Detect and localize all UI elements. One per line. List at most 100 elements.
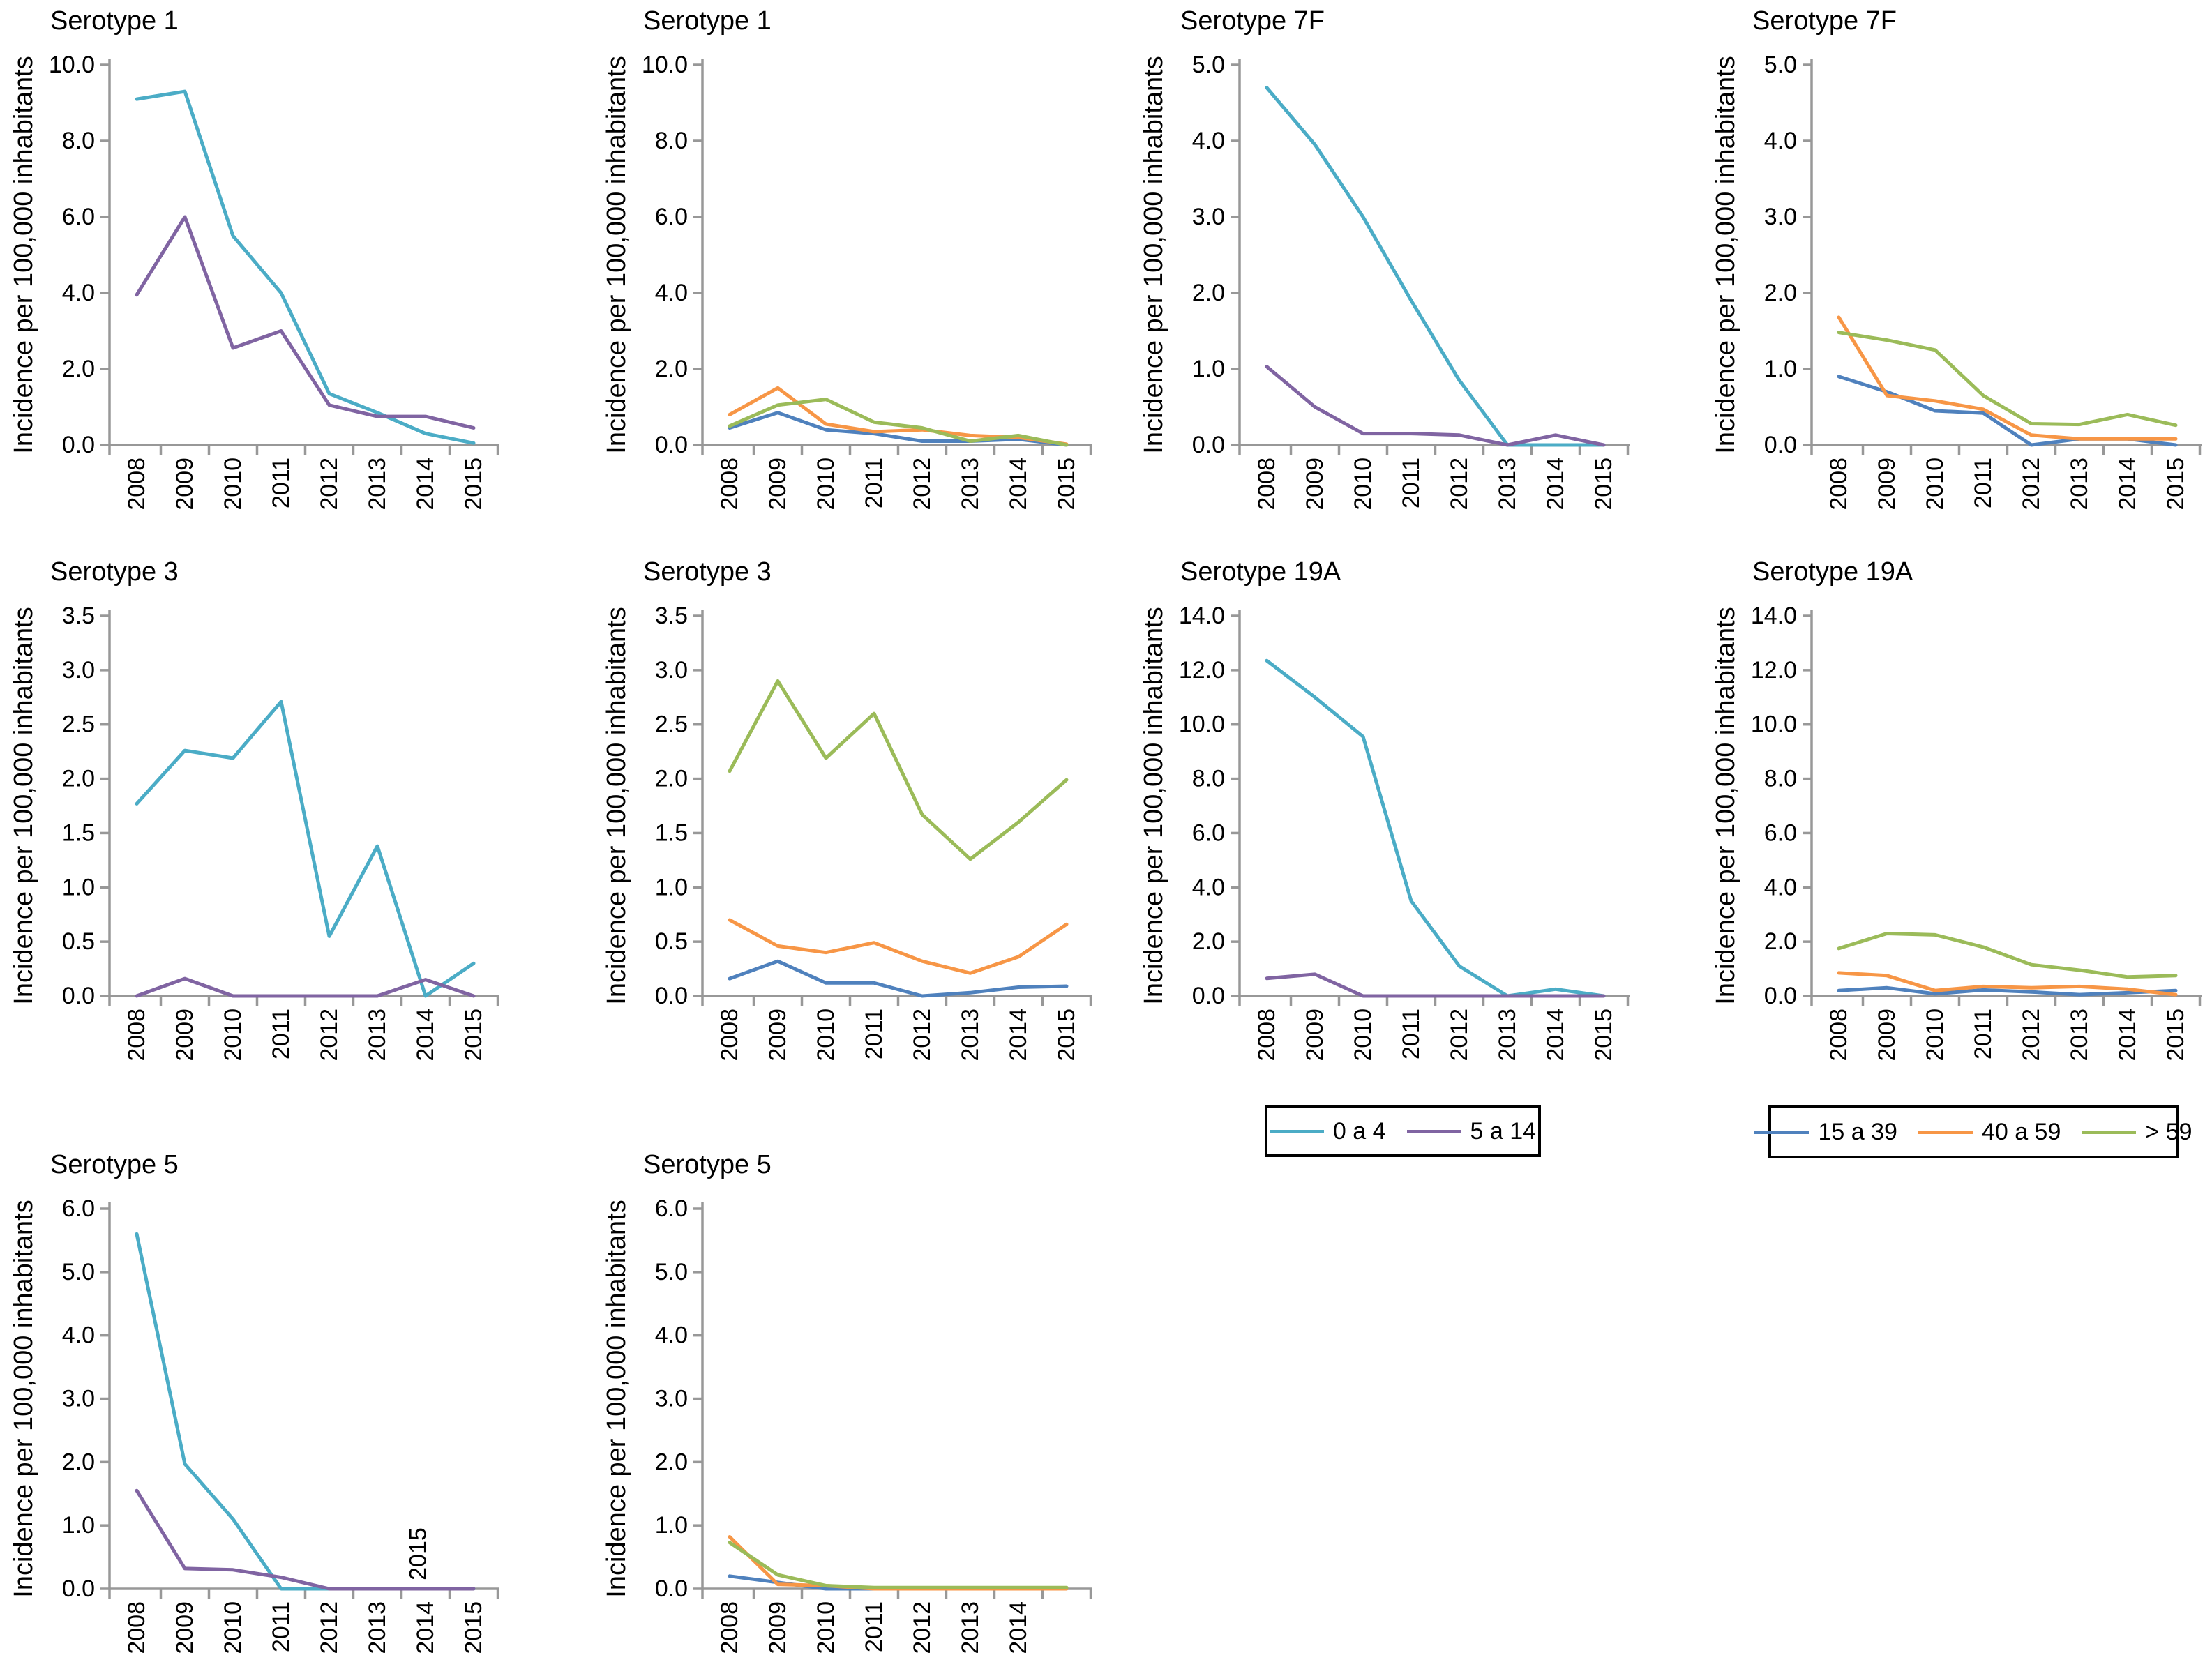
chart-serotype-3-children: Serotype 3 Incidence per 100,000 inhabita… [0,551,520,1102]
chart-title: Serotype 19A [1752,557,1913,587]
y-tick-label: 0.0 [655,1576,688,1602]
y-tick-label: 6.0 [62,204,95,230]
x-tick-label: 2013 [364,1008,391,1062]
x-tick-label: 2009 [172,458,198,511]
chart-serotype-3-adults: Serotype 3 Incidence per 100,000 inhabita… [593,551,1113,1102]
y-tick-label: 1.0 [1764,356,1797,382]
x-tick-label: 2014 [1005,1008,1032,1062]
y-tick-label: 0.0 [655,432,688,458]
series-line-5-a-14 [1265,972,1606,998]
y-tick-label: 2.0 [1764,928,1797,955]
legend-item-0-a-4: 0 a 4 [1269,1117,1386,1145]
x-tick-label: 2011 [1970,1008,1996,1059]
x-tick-label: 2010 [220,1601,246,1654]
y-tick-label: 2.5 [62,711,95,738]
y-tick-label: 0.0 [62,983,95,1009]
x-tick-label: 2015 [1590,1008,1617,1062]
y-tick-label: 0.0 [62,432,95,458]
x-tick-label: 2012 [316,1601,343,1654]
y-tick-label: 2.0 [655,356,688,382]
y-tick-label: 3.0 [655,657,688,683]
x-tick-label: 2009 [172,1008,198,1062]
series-line-5-a-14 [135,976,476,998]
legend-label-gt-59: > 59 [2145,1118,2192,1145]
y-tick-label: 6.0 [1192,819,1225,846]
y-tick-label: 0.0 [62,1576,95,1602]
y-tick-label: 0.0 [655,983,688,1009]
series-line-15-a-39 [1837,985,2178,997]
x-tick-label: 2011 [1398,458,1424,508]
x-tick-label: 2009 [765,1008,791,1062]
y-tick-label: 14.0 [1179,603,1225,629]
x-tick-label: 2009 [1302,1008,1328,1062]
x-tick-label: 2015 [1053,1008,1080,1062]
y-tick-label: 10.0 [1751,711,1797,738]
x-tick-label: 2010 [1922,458,1948,511]
y-tick-label: 4.0 [655,1322,688,1349]
y-tick-label: 3.0 [1192,204,1225,230]
series-line-0-a-4 [1265,86,1606,447]
y-tick-label: 8.0 [1764,766,1797,792]
y-tick-label: 3.0 [655,1386,688,1412]
x-tick-label: 2015 [1053,458,1080,511]
x-tick-label: 2013 [957,1008,984,1062]
series-line--59 [728,398,1069,447]
x-tick-label: 2015 [2162,1008,2189,1062]
y-tick-label: 4.0 [655,280,688,306]
legend-label-15-a-39: 15 a 39 [1818,1118,1897,1145]
x-tick-label: 2015 [2162,458,2189,511]
y-tick-label: 3.0 [62,657,95,683]
y-tick-label: 1.0 [655,1512,688,1539]
y-tick-label: 0.0 [1192,983,1225,1009]
x-tick-label: 2008 [716,458,743,511]
series-line-0-a-4 [1265,658,1606,998]
x-tick-label: 2011 [268,1601,294,1652]
legend-line-gt-59 [2082,1130,2137,1134]
y-tick-label: 2.0 [1192,928,1225,955]
y-tick-label: 8.0 [62,128,95,154]
x-tick-label: 2013 [1494,458,1521,511]
series-line-40-a-59 [1837,971,2178,997]
x-tick-label: 2013 [2066,458,2093,511]
x-tick-label: 2013 [364,458,391,511]
y-tick-label: 2.0 [1764,280,1797,306]
x-tick-label: 2008 [1254,1008,1280,1062]
legend-label-0-a-4: 0 a 4 [1332,1117,1386,1144]
y-tick-label: 2.0 [62,1449,95,1475]
x-tick-label: 2009 [1302,458,1328,511]
x-tick-label: 2015 [460,1008,487,1062]
y-tick-label: 3.0 [62,1386,95,1412]
y-tick-label: 4.0 [62,1322,95,1349]
x-tick-label: 2012 [2018,1008,2045,1062]
x-tick-label: 2011 [861,1008,887,1059]
y-tick-label: 3.0 [1764,204,1797,230]
series-line--59 [728,1541,1069,1589]
x-tick-label: 2008 [1254,458,1280,511]
y-tick-label: 1.0 [655,874,688,900]
y-tick-label: 8.0 [1192,766,1225,792]
x-tick-label: 2008 [123,1601,150,1654]
x-tick-label: 2012 [1446,458,1473,511]
stray-annotation: 2015 [405,1527,432,1580]
x-tick-label: 2013 [957,458,984,511]
legend-label-40-a-59: 40 a 59 [1981,1118,2061,1145]
series-line-0-a-4 [135,700,476,998]
legend-line-5-a-14 [1406,1129,1461,1133]
x-tick-label: 2014 [1542,1008,1569,1062]
series-line--59 [728,679,1069,861]
y-tick-label: 1.5 [62,819,95,846]
series-line-15-a-39 [728,959,1069,998]
y-tick-label: 4.0 [1764,128,1797,154]
x-tick-label: 2009 [765,1601,791,1654]
x-tick-label: 2014 [412,458,439,511]
x-tick-label: 2009 [765,458,791,511]
x-tick-label: 2011 [1398,1008,1424,1059]
x-tick-label: 2009 [1874,458,1900,511]
x-tick-label: 2010 [813,458,839,511]
x-tick-label: 2011 [268,458,294,508]
series-line-40-a-59 [728,1535,1069,1591]
y-tick-label: 3.5 [62,603,95,629]
chart-title: Serotype 5 [50,1150,179,1179]
x-tick-label: 2010 [813,1008,839,1062]
y-axis-title: Incidence per 100,000 inhabitants [1139,56,1168,453]
